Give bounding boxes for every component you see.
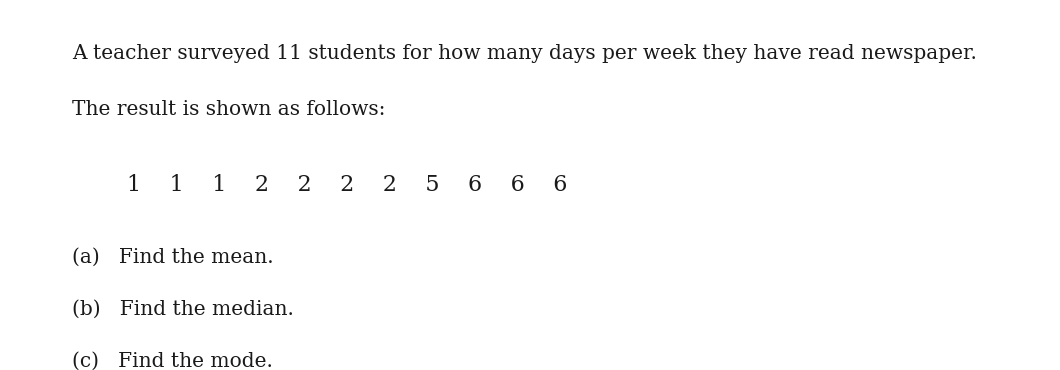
Text: A teacher surveyed 11 students for how many days per week they have read newspap: A teacher surveyed 11 students for how m… [72,44,977,63]
Text: (a)   Find the mean.: (a) Find the mean. [72,248,273,267]
Text: The result is shown as follows:: The result is shown as follows: [72,100,386,119]
Text: (b)   Find the median.: (b) Find the median. [72,300,294,319]
Text: 1    1    1    2    2    2    2    5    6    6    6: 1 1 1 2 2 2 2 5 6 6 6 [127,174,567,196]
Text: (c)   Find the mode.: (c) Find the mode. [72,352,273,370]
